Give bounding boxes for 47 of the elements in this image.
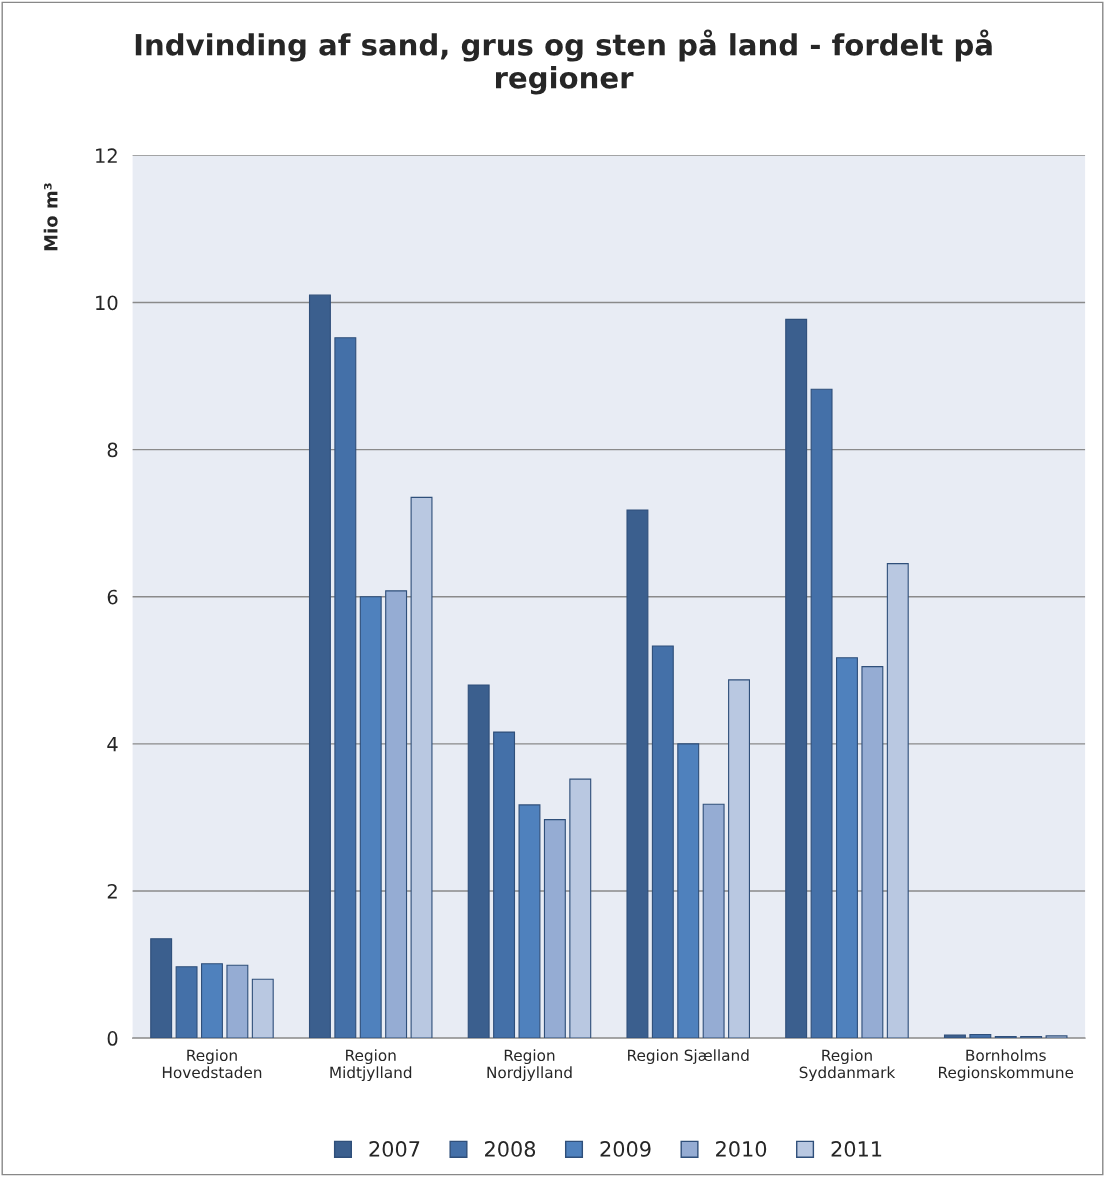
bar: [251, 978, 274, 1039]
bar: [886, 563, 909, 1039]
y-axis-title: Mio m³: [43, 183, 58, 251]
y-tick-label: 12: [96, 148, 117, 163]
bar: [493, 731, 516, 1039]
bar: [334, 337, 357, 1039]
x-tick-label: Region Nordjylland: [487, 1049, 572, 1082]
y-tick-label: 6: [107, 589, 118, 605]
bar: [785, 318, 808, 1039]
bar: [410, 496, 433, 1039]
x-tick-label: Region Sjælland: [628, 1049, 749, 1065]
bar: [702, 803, 725, 1039]
bar: [201, 963, 223, 1039]
y-tick-label: 8: [107, 442, 118, 458]
y-tick-label: 2: [107, 883, 117, 899]
chart-title: Indvinding af sand, grus og sten på land - fordelt på regioner: [135, 29, 992, 95]
bar: [728, 679, 751, 1039]
x-tick-label: Region Midtjylland: [330, 1049, 412, 1082]
legend-label: 2011: [831, 1141, 882, 1157]
bar: [543, 819, 566, 1039]
bar: [359, 596, 382, 1039]
bar: [626, 509, 649, 1039]
bar: [467, 684, 490, 1039]
y-tick-label: 10: [96, 295, 118, 311]
bar: [651, 645, 674, 1039]
y-tick-label: 0: [107, 1031, 118, 1046]
bar: [226, 964, 249, 1039]
bar: [861, 666, 884, 1039]
bar: [569, 778, 592, 1039]
legend-label: 2008: [485, 1141, 536, 1157]
bar: [518, 804, 541, 1039]
bar: [810, 388, 833, 1039]
x-tick-label: Bornholms Regionskommune: [939, 1049, 1074, 1082]
legend-label: 2010: [716, 1141, 767, 1157]
y-tick-label: 4: [107, 737, 118, 752]
x-tick-label: Region Syddanmark: [799, 1049, 896, 1082]
bar: [836, 657, 858, 1039]
legend-label: 2007: [369, 1141, 420, 1157]
legend-label: 2009: [600, 1141, 651, 1157]
bar: [969, 1033, 992, 1039]
bar: [677, 743, 700, 1039]
bar: [175, 966, 198, 1039]
bar: [1045, 1035, 1068, 1039]
bar: [385, 590, 408, 1039]
bar: [308, 294, 331, 1039]
x-tick-label: Region Hovedstaden: [162, 1049, 262, 1079]
bar: [150, 938, 173, 1039]
